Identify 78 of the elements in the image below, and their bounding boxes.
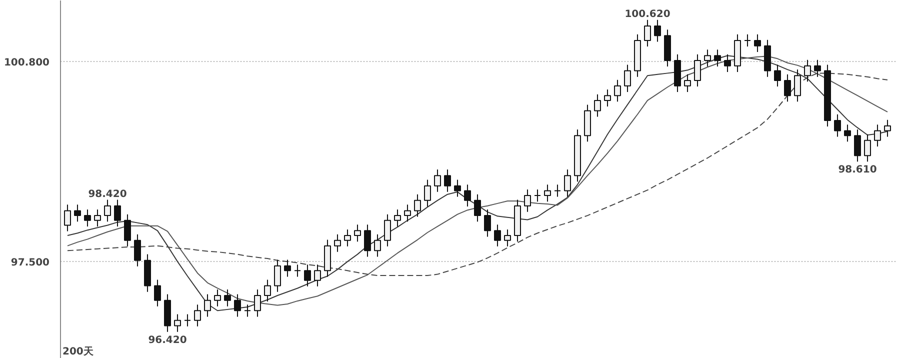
candlestick (154, 279, 161, 307)
candlestick (274, 259, 281, 292)
candlestick (594, 94, 601, 118)
candlestick (234, 294, 241, 318)
candlestick (854, 129, 861, 162)
candlestick (484, 208, 491, 238)
candlestick (364, 224, 371, 258)
candlestick (564, 169, 571, 198)
candlestick (94, 208, 101, 227)
candlestick (614, 79, 621, 102)
candlestick (714, 49, 721, 68)
candlestick (794, 69, 801, 102)
candlestick (464, 184, 471, 207)
candlestick (424, 179, 431, 207)
candlestick (754, 34, 761, 52)
candlestick (704, 49, 711, 68)
candlestick (474, 194, 481, 222)
candlestick (194, 304, 201, 327)
candlestick (254, 288, 261, 318)
candlestick (184, 314, 191, 327)
candlestick (644, 19, 651, 48)
y-tick-label: 97.500 (10, 258, 50, 269)
candlestick (134, 234, 141, 267)
candlestick (444, 169, 451, 192)
candlestick (394, 208, 401, 227)
candlestick (694, 54, 701, 88)
candlestick (804, 59, 811, 82)
candlestick (224, 288, 231, 307)
candlestick (174, 314, 181, 332)
candlestick (504, 228, 511, 247)
candlestick (344, 228, 351, 247)
candlestick (494, 224, 501, 247)
candlestick (434, 169, 441, 192)
candlestick (204, 294, 211, 318)
candlestick (874, 124, 881, 147)
candlestick (284, 259, 291, 278)
candlestick (544, 184, 551, 202)
annotation: 98.420 (88, 188, 127, 200)
candlestick (114, 199, 121, 227)
candlestick (294, 264, 301, 278)
annotation: 98.610 (838, 164, 877, 176)
candlestick (384, 214, 391, 247)
candlestick (604, 89, 611, 108)
candlestick (354, 224, 361, 242)
candlestick (744, 34, 751, 48)
candlestick (654, 19, 661, 42)
candlestick (314, 264, 321, 287)
candlestick (834, 114, 841, 138)
y-tick-label: 100.800 (4, 58, 50, 69)
candlestick (304, 264, 311, 287)
candlestick (124, 214, 131, 247)
annotation: 96.420 (148, 334, 187, 346)
candlestick (374, 234, 381, 258)
candlestick (104, 199, 111, 222)
candlestick (534, 188, 541, 202)
annotation: 200天 (62, 346, 94, 358)
candlestick (684, 74, 691, 92)
candlestick (524, 188, 531, 212)
candlestick (814, 59, 821, 78)
annotation: 100.620 (624, 8, 670, 20)
candlestick (454, 179, 461, 198)
candlestick (624, 64, 631, 92)
candlestick (244, 304, 251, 318)
candlestick (784, 74, 791, 102)
candlestick (84, 208, 91, 227)
candlestick (334, 234, 341, 252)
candlestick (414, 194, 421, 218)
candlestick (554, 184, 561, 198)
candlestick (844, 124, 851, 142)
candlestick (214, 288, 221, 307)
candlestick (864, 134, 871, 162)
candlestick (74, 204, 81, 222)
candlestick (404, 204, 411, 222)
candlestick (774, 64, 781, 88)
candlestick (264, 279, 271, 302)
candlestick (724, 54, 731, 72)
candlestick (64, 204, 71, 232)
candlestick (884, 119, 891, 138)
